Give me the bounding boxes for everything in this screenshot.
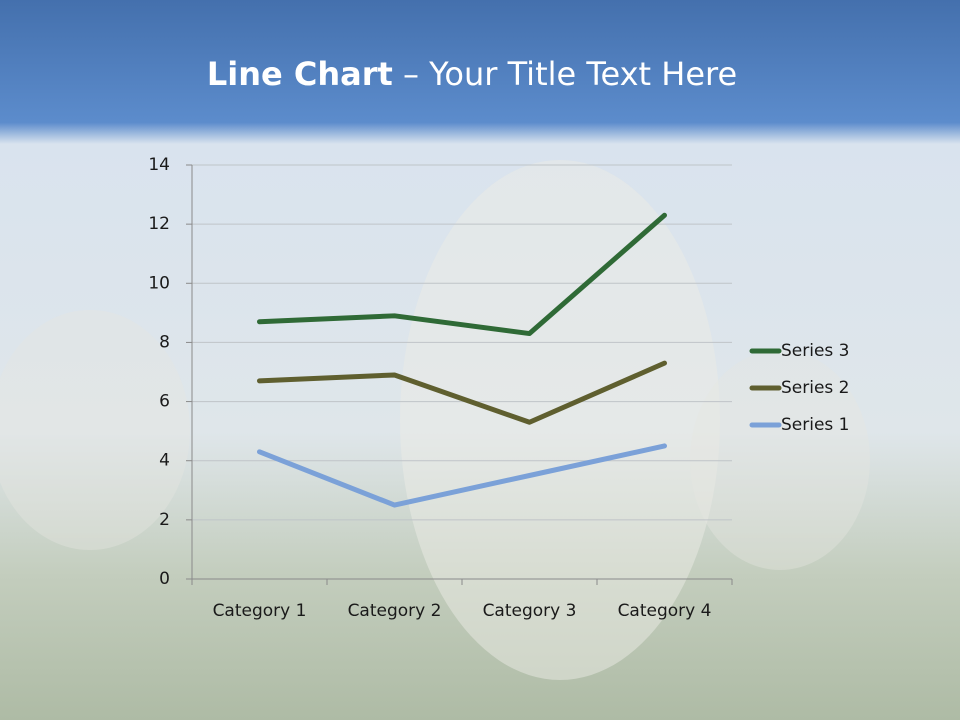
series-line: [257, 360, 667, 425]
y-tick-label: 14: [148, 155, 170, 175]
x-tick-label: Category 4: [618, 601, 712, 621]
series-line: [257, 443, 667, 508]
legend-label: Series 1: [781, 415, 850, 435]
slide-title: Line Chart – Your Title Text Here: [207, 55, 737, 93]
y-tick-label: 8: [159, 332, 170, 352]
y-tick-label: 6: [159, 392, 170, 412]
legend-label: Series 2: [781, 378, 850, 398]
y-tick-label: 2: [159, 510, 170, 530]
x-tick-label: Category 2: [348, 601, 442, 621]
background-shape: [400, 160, 720, 680]
y-tick-label: 12: [148, 214, 170, 234]
x-tick-label: Category 3: [483, 601, 577, 621]
series-line: [257, 212, 667, 337]
y-tick-label: 0: [159, 569, 170, 589]
background-shape: [0, 310, 190, 550]
background-shape: [690, 350, 870, 570]
x-tick-label: Category 1: [213, 601, 307, 621]
title-bold: Line Chart: [207, 55, 393, 93]
y-tick-label: 4: [159, 451, 170, 471]
y-tick-label: 10: [148, 273, 170, 293]
legend-label: Series 3: [781, 341, 850, 361]
title-rest: – Your Title Text Here: [403, 55, 737, 93]
